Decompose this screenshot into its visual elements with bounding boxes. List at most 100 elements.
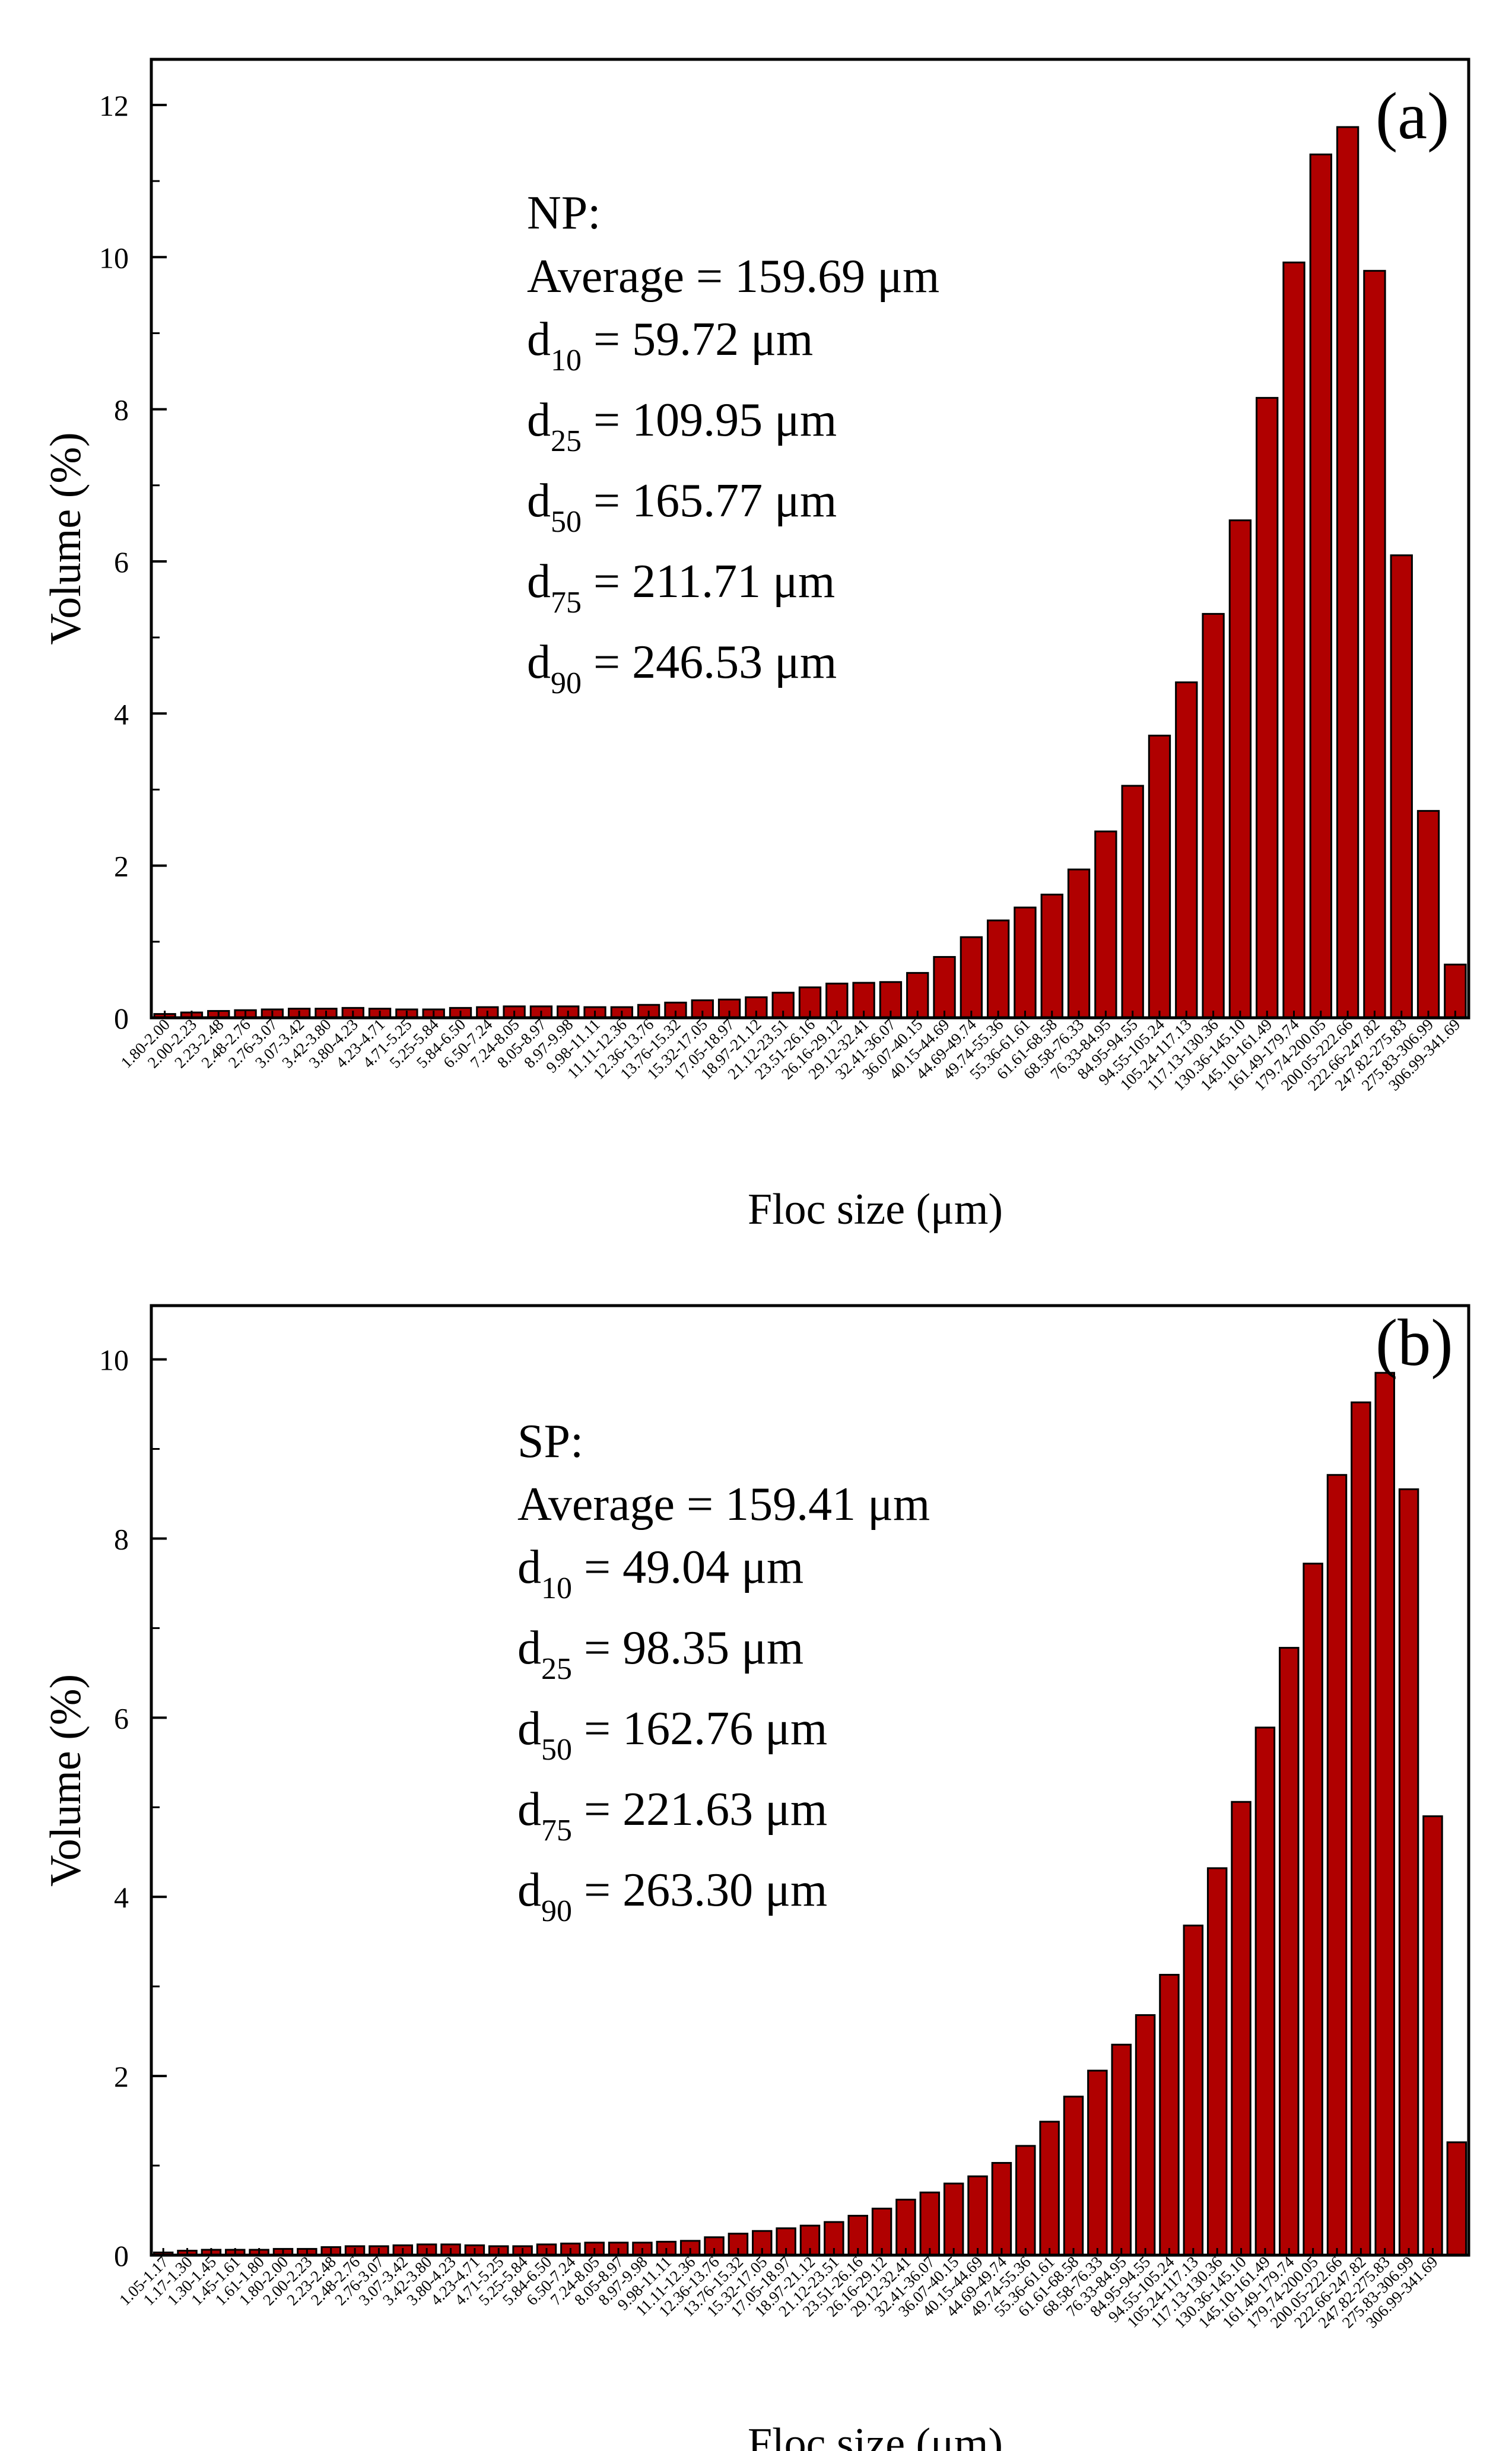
y-tick-label: 0 (114, 2239, 129, 2272)
bar (1303, 1563, 1323, 2256)
stat-symbol: d (527, 555, 551, 608)
y-tick-label: 12 (99, 89, 129, 122)
stat-value: = 263.30 μm (572, 1864, 827, 1916)
bar (1159, 1974, 1180, 2256)
x-axis-title: Floc size (μm) (748, 1185, 1003, 1234)
bar (895, 2198, 916, 2256)
y-tick-label: 8 (114, 393, 129, 427)
y-tick-label: 4 (114, 1881, 129, 1914)
bar (1121, 785, 1144, 1019)
bar (1135, 2014, 1156, 2256)
annotation-stat: d75 = 221.63 μm (517, 1783, 827, 1847)
bar (1446, 2141, 1467, 2256)
bar (1254, 1726, 1276, 2256)
bar (1015, 2145, 1036, 2256)
bar (967, 2175, 988, 2256)
stat-value: = 162.76 μm (572, 1703, 827, 1755)
annotation-header: SP: (517, 1415, 583, 1468)
bar (1390, 554, 1413, 1019)
annotation-stat: d10 = 59.72 μm (527, 313, 813, 377)
bar (1351, 1401, 1371, 2256)
stat-symbol: d (517, 1783, 541, 1836)
stat-subscript: 25 (541, 1652, 572, 1686)
stat-symbol: d (527, 636, 551, 688)
annotation-stat: d25 = 109.95 μm (527, 394, 837, 458)
stat-value: = 59.72 μm (582, 313, 813, 366)
stat-subscript: 75 (551, 586, 582, 620)
bar (1363, 269, 1386, 1019)
bar (1094, 830, 1117, 1019)
annotation-average: Average = 159.41 μm (517, 1478, 930, 1531)
bar (1063, 2096, 1084, 2256)
stat-subscript: 90 (541, 1894, 572, 1928)
stat-value: = 98.35 μm (572, 1622, 803, 1674)
bar (919, 2191, 941, 2256)
bar (1374, 1371, 1395, 2256)
annotation-stat: d50 = 162.76 μm (517, 1703, 827, 1767)
bar (1279, 1647, 1300, 2256)
stat-subscript: 50 (551, 505, 582, 539)
bar (1444, 963, 1467, 1019)
bar (1398, 1488, 1419, 2256)
y-tick-label: 10 (99, 1344, 129, 1377)
bar (1039, 2120, 1060, 2256)
bar (1256, 396, 1279, 1019)
y-axis-title: Volume (%) (42, 1674, 90, 1887)
y-axis-title: Volume (%) (42, 432, 90, 645)
y-tick-label: 0 (114, 1002, 129, 1035)
bar (991, 2162, 1012, 2256)
panel-label: (a) (1376, 80, 1449, 153)
y-tick-label: 6 (114, 1701, 129, 1735)
stat-subscript: 10 (541, 1571, 572, 1605)
stat-value: = 211.71 μm (582, 555, 835, 608)
stat-subscript: 25 (551, 424, 582, 458)
stat-value: = 246.53 μm (582, 636, 837, 688)
y-tick-label: 2 (114, 850, 129, 883)
y-tick-label: 8 (114, 1522, 129, 1555)
annotation-stat: d25 = 98.35 μm (517, 1622, 803, 1686)
annotation-average: Average = 159.69 μm (527, 250, 939, 303)
bar (1014, 906, 1037, 1019)
bar (1326, 1474, 1348, 2256)
bar (1202, 612, 1225, 1019)
bar (1148, 734, 1171, 1019)
bar (1282, 261, 1305, 1019)
stat-value: = 109.95 μm (582, 394, 837, 446)
stat-value: = 165.77 μm (582, 475, 837, 527)
panel-b: 02468101.05-1.171.17-1.301.30-1.451.45-1… (42, 1304, 1470, 2451)
stat-symbol: d (517, 1622, 541, 1674)
annotation-stat: d50 = 165.77 μm (527, 475, 837, 539)
bar (1309, 153, 1332, 1019)
bar (943, 2182, 964, 2256)
annotation-stat: d90 = 263.30 μm (517, 1864, 827, 1928)
stat-symbol: d (517, 1541, 541, 1593)
bar (1067, 868, 1091, 1019)
stat-symbol: d (517, 1703, 541, 1755)
stat-symbol: d (527, 313, 551, 366)
bar (1040, 893, 1063, 1019)
annotation-stat: d75 = 211.71 μm (527, 555, 835, 620)
stat-symbol: d (517, 1864, 541, 1916)
stat-subscript: 75 (541, 1814, 572, 1847)
y-tick-label: 10 (99, 241, 129, 274)
bar (1416, 809, 1440, 1019)
bar (679, 2240, 701, 2256)
panel-label: (b) (1376, 1306, 1453, 1380)
y-tick-label: 6 (114, 545, 129, 579)
bar (960, 936, 983, 1019)
bar (752, 2230, 773, 2256)
stat-subscript: 10 (551, 344, 582, 377)
annotation-stat: d10 = 49.04 μm (517, 1541, 803, 1605)
bar (933, 955, 956, 1019)
bar (1231, 1801, 1251, 2256)
bar (1111, 2043, 1132, 2256)
annotation-stat: d90 = 246.53 μm (527, 636, 837, 700)
stat-subscript: 50 (541, 1733, 572, 1767)
stat-value: = 49.04 μm (572, 1541, 803, 1593)
bar (1422, 1815, 1443, 2256)
bar (1336, 126, 1359, 1019)
bar (1206, 1867, 1228, 2256)
bar (1175, 681, 1198, 1019)
y-tick-label: 4 (114, 697, 129, 731)
bar (1228, 519, 1252, 1019)
